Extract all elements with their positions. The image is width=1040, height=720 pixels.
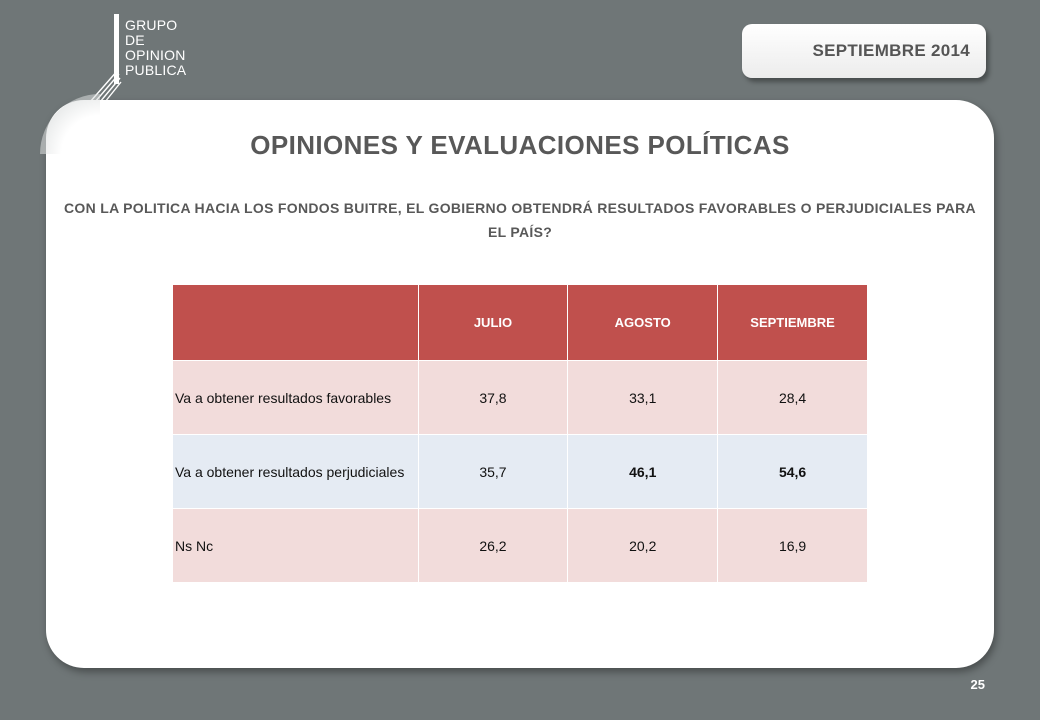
table-row: Va a obtener resultados favorables 37,8 …: [172, 360, 868, 435]
table-cell: 37,8: [417, 360, 569, 435]
table-cell: 35,7: [417, 434, 569, 509]
logo-line: OPINION: [125, 47, 186, 63]
table-row: Va a obtener resultados perjudiciales 35…: [172, 434, 868, 509]
logo-lines-icon: [89, 14, 122, 103]
logo-line: GRUPO: [125, 17, 178, 33]
question-text: CON LA POLITICA HACIA LOS FONDOS BUITRE,…: [64, 200, 976, 240]
results-table: JULIO AGOSTO SEPTIEMBRE Va a obtener res…: [172, 284, 868, 583]
table-header-cell: AGOSTO: [567, 284, 719, 361]
table-cell: 54,6: [717, 434, 868, 509]
table-cell: 20,2: [567, 508, 719, 583]
table-cell: 26,2: [417, 508, 569, 583]
table-header-row: JULIO AGOSTO SEPTIEMBRE: [172, 284, 868, 361]
logo: GRUPO DE OPINION PUBLICA: [88, 14, 208, 104]
logo-line: DE: [125, 32, 145, 48]
table-cell: 33,1: [567, 360, 719, 435]
logo-line: PUBLICA: [125, 62, 187, 78]
page-title: OPINIONES Y EVALUACIONES POLÍTICAS: [250, 130, 790, 160]
table-header-cell: SEPTIEMBRE: [717, 284, 868, 361]
table-cell: 16,9: [717, 508, 868, 583]
date-badge: SEPTIEMBRE 2014: [742, 24, 986, 78]
table-cell: 28,4: [717, 360, 868, 435]
row-label: Va a obtener resultados perjudiciales: [172, 434, 419, 509]
table-header-cell: [172, 284, 419, 361]
row-label: Va a obtener resultados favorables: [172, 360, 419, 435]
logo-text: GRUPO DE OPINION PUBLICA: [125, 18, 186, 78]
row-label: Ns Nc: [172, 508, 419, 583]
table-row: Ns Nc 26,2 20,2 16,9: [172, 508, 868, 583]
page-number: 25: [970, 677, 985, 692]
table-cell: 46,1: [567, 434, 719, 509]
table-header-cell: JULIO: [417, 284, 569, 361]
